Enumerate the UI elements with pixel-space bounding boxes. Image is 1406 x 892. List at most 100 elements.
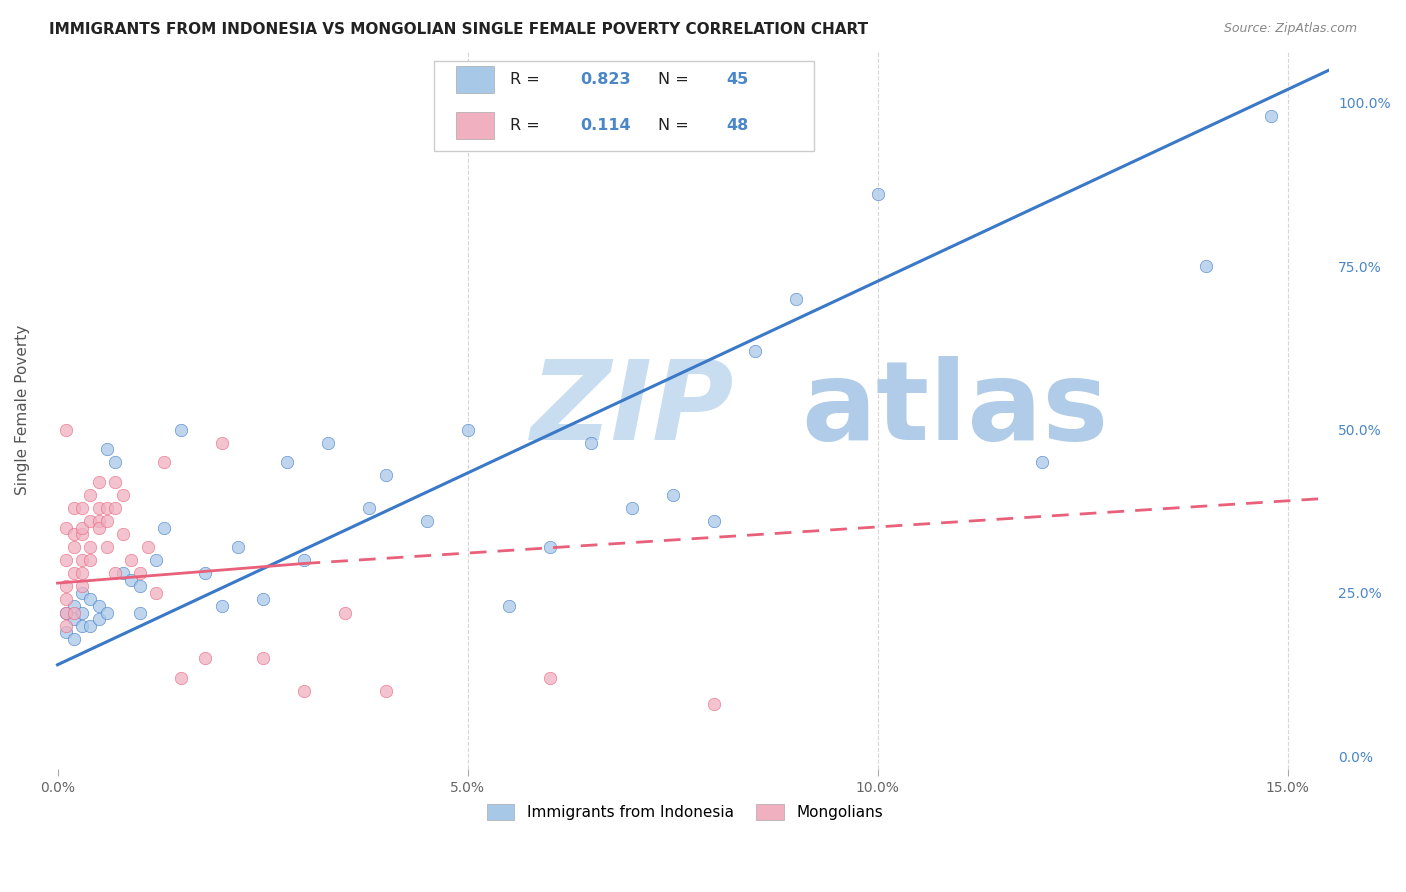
Point: [226, 540, 249, 554]
Point: [457, 423, 479, 437]
Text: 45: 45: [725, 72, 748, 87]
Point: [70, 579, 93, 593]
Point: [63, 566, 86, 581]
Point: [63, 632, 86, 646]
Text: 0.823: 0.823: [581, 72, 631, 87]
Point: [112, 488, 135, 502]
Point: [70, 500, 93, 515]
Point: [87, 520, 110, 534]
Point: [145, 586, 167, 600]
Point: [661, 488, 683, 502]
Point: [112, 566, 135, 581]
Point: [703, 514, 725, 528]
Point: [87, 475, 110, 489]
Point: [252, 592, 274, 607]
Point: [70, 618, 93, 632]
Point: [63, 606, 86, 620]
Point: [292, 553, 315, 567]
Point: [70, 553, 93, 567]
Point: [96, 606, 118, 620]
Point: [87, 500, 110, 515]
Point: [55, 520, 77, 534]
Text: 48: 48: [725, 118, 748, 133]
Point: [211, 435, 233, 450]
Point: [194, 566, 217, 581]
Point: [70, 586, 93, 600]
Point: [169, 423, 191, 437]
Text: R =: R =: [510, 118, 550, 133]
Point: [63, 500, 86, 515]
Point: [128, 579, 150, 593]
Text: atlas: atlas: [801, 357, 1108, 464]
Point: [70, 566, 93, 581]
Point: [1031, 455, 1053, 469]
Point: [744, 344, 766, 359]
Text: R =: R =: [510, 72, 544, 87]
Text: 0.114: 0.114: [581, 118, 631, 133]
Point: [112, 527, 135, 541]
Point: [55, 592, 77, 607]
Point: [136, 540, 159, 554]
Point: [104, 475, 127, 489]
Point: [55, 618, 77, 632]
Point: [415, 514, 437, 528]
Point: [211, 599, 233, 613]
Point: [70, 520, 93, 534]
Point: [55, 606, 77, 620]
Point: [63, 599, 86, 613]
Point: [1194, 260, 1216, 274]
Point: [55, 625, 77, 640]
FancyBboxPatch shape: [456, 66, 495, 94]
Point: [104, 566, 127, 581]
Point: [120, 553, 142, 567]
Legend: Immigrants from Indonesia, Mongolians: Immigrants from Indonesia, Mongolians: [481, 798, 889, 826]
FancyBboxPatch shape: [434, 62, 814, 152]
Point: [128, 566, 150, 581]
Point: [79, 592, 101, 607]
Point: [55, 423, 77, 437]
Y-axis label: Single Female Poverty: Single Female Poverty: [15, 325, 30, 495]
Point: [79, 488, 101, 502]
Point: [63, 612, 86, 626]
Point: [55, 553, 77, 567]
Point: [316, 435, 339, 450]
Point: [359, 500, 381, 515]
Point: [538, 540, 561, 554]
Text: ZIP: ZIP: [530, 357, 734, 464]
Point: [87, 514, 110, 528]
Point: [104, 500, 127, 515]
Point: [79, 553, 101, 567]
Text: N =: N =: [658, 118, 693, 133]
Point: [498, 599, 520, 613]
Point: [79, 618, 101, 632]
Point: [96, 500, 118, 515]
Point: [104, 455, 127, 469]
Point: [87, 612, 110, 626]
Text: Source: ZipAtlas.com: Source: ZipAtlas.com: [1223, 22, 1357, 36]
Point: [70, 606, 93, 620]
Point: [194, 651, 217, 665]
Point: [96, 514, 118, 528]
Point: [79, 540, 101, 554]
Text: N =: N =: [658, 72, 693, 87]
Point: [96, 442, 118, 457]
Point: [1260, 109, 1282, 123]
Point: [169, 671, 191, 685]
Point: [703, 697, 725, 711]
Point: [63, 540, 86, 554]
Point: [374, 684, 396, 698]
Point: [538, 671, 561, 685]
Point: [785, 292, 807, 306]
Point: [55, 606, 77, 620]
Text: IMMIGRANTS FROM INDONESIA VS MONGOLIAN SINGLE FEMALE POVERTY CORRELATION CHART: IMMIGRANTS FROM INDONESIA VS MONGOLIAN S…: [49, 22, 869, 37]
Point: [620, 500, 643, 515]
Point: [70, 527, 93, 541]
Point: [128, 606, 150, 620]
Point: [292, 684, 315, 698]
Point: [153, 520, 176, 534]
Point: [63, 527, 86, 541]
Point: [120, 573, 142, 587]
Point: [374, 468, 396, 483]
Point: [55, 579, 77, 593]
Point: [153, 455, 176, 469]
